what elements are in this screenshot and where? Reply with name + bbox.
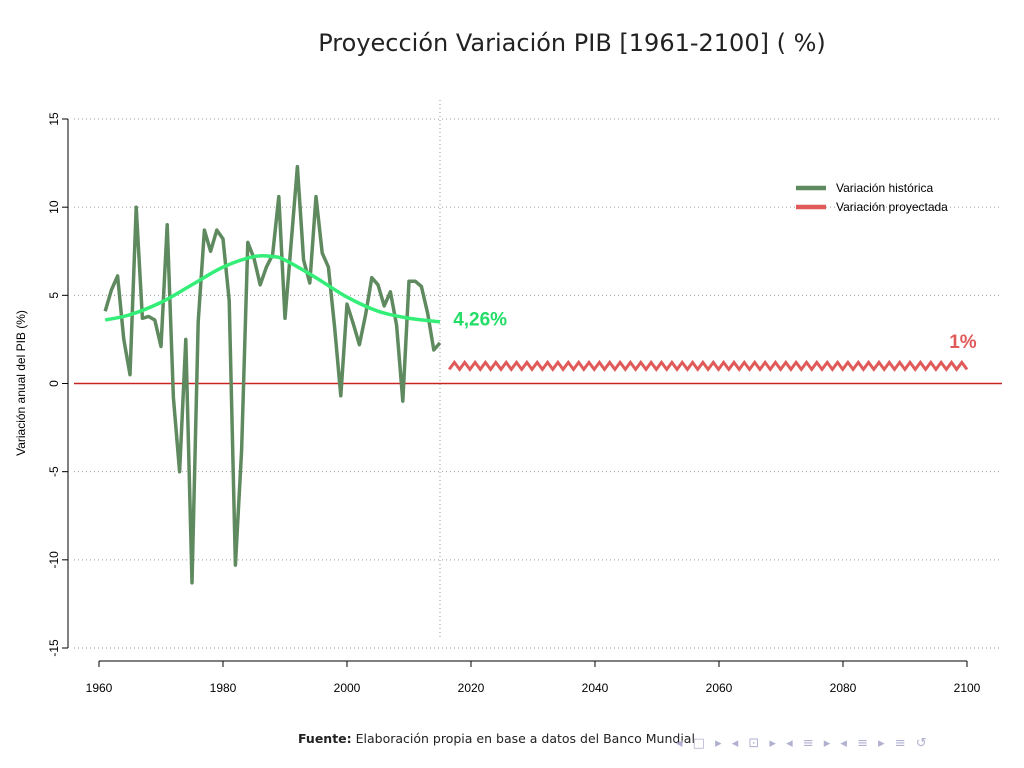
legend-label-2: Variación proyectada [836, 200, 948, 214]
y-tick-label: 10 [47, 200, 61, 214]
legend: Variación histórica Variación proyectada [796, 181, 948, 214]
gridlines [74, 100, 1002, 649]
axes: -15 -10 -5 0 5 10 15 1960 1980 2000 2020 2040 2060 20… [47, 112, 981, 695]
beamer-navigation[interactable]: ◂ □ ▸ ◂ ⊡ ▸ ◂ ≡ ▸ ◂ ≡ ▸ ≡ ↺ [676, 736, 930, 751]
x-tick-label: 2040 [582, 681, 609, 695]
annotation-label: 1% [949, 332, 977, 353]
x-tick-label: 2080 [830, 681, 857, 695]
x-tick-label: 1960 [86, 681, 113, 695]
y-axis-label: Variación anual del PIB (%) [14, 310, 28, 456]
chart-title: Proyección Variación PIB [1961-2100] ( %… [318, 29, 826, 57]
x-tick-label: 2100 [954, 681, 981, 695]
y-tick-label: 0 [47, 380, 61, 387]
y-tick-label: 5 [47, 292, 61, 299]
source-text: Elaboración propia en base a datos del B… [351, 731, 695, 746]
y-tick-label: -5 [47, 466, 61, 477]
source-label: Fuente: [298, 731, 352, 746]
x-tick-label: 2060 [706, 681, 733, 695]
x-tick-label: 1980 [210, 681, 237, 695]
y-tick-label: 15 [47, 112, 61, 126]
y-tick-label: -10 [47, 551, 61, 569]
trend-line [104, 253, 441, 324]
historical-series-line [103, 164, 442, 585]
legend-label-1: Variación histórica [836, 181, 933, 195]
annotation-label: 4,26% [453, 309, 507, 330]
x-tick-label: 2020 [458, 681, 485, 695]
source-footer: Fuente: Elaboración propia en base a dat… [298, 731, 695, 746]
projected-series-line [447, 359, 969, 372]
y-tick-label: -15 [47, 639, 61, 657]
plot-area: 4,26% 1% [74, 164, 1002, 585]
x-tick-label: 2000 [334, 681, 361, 695]
